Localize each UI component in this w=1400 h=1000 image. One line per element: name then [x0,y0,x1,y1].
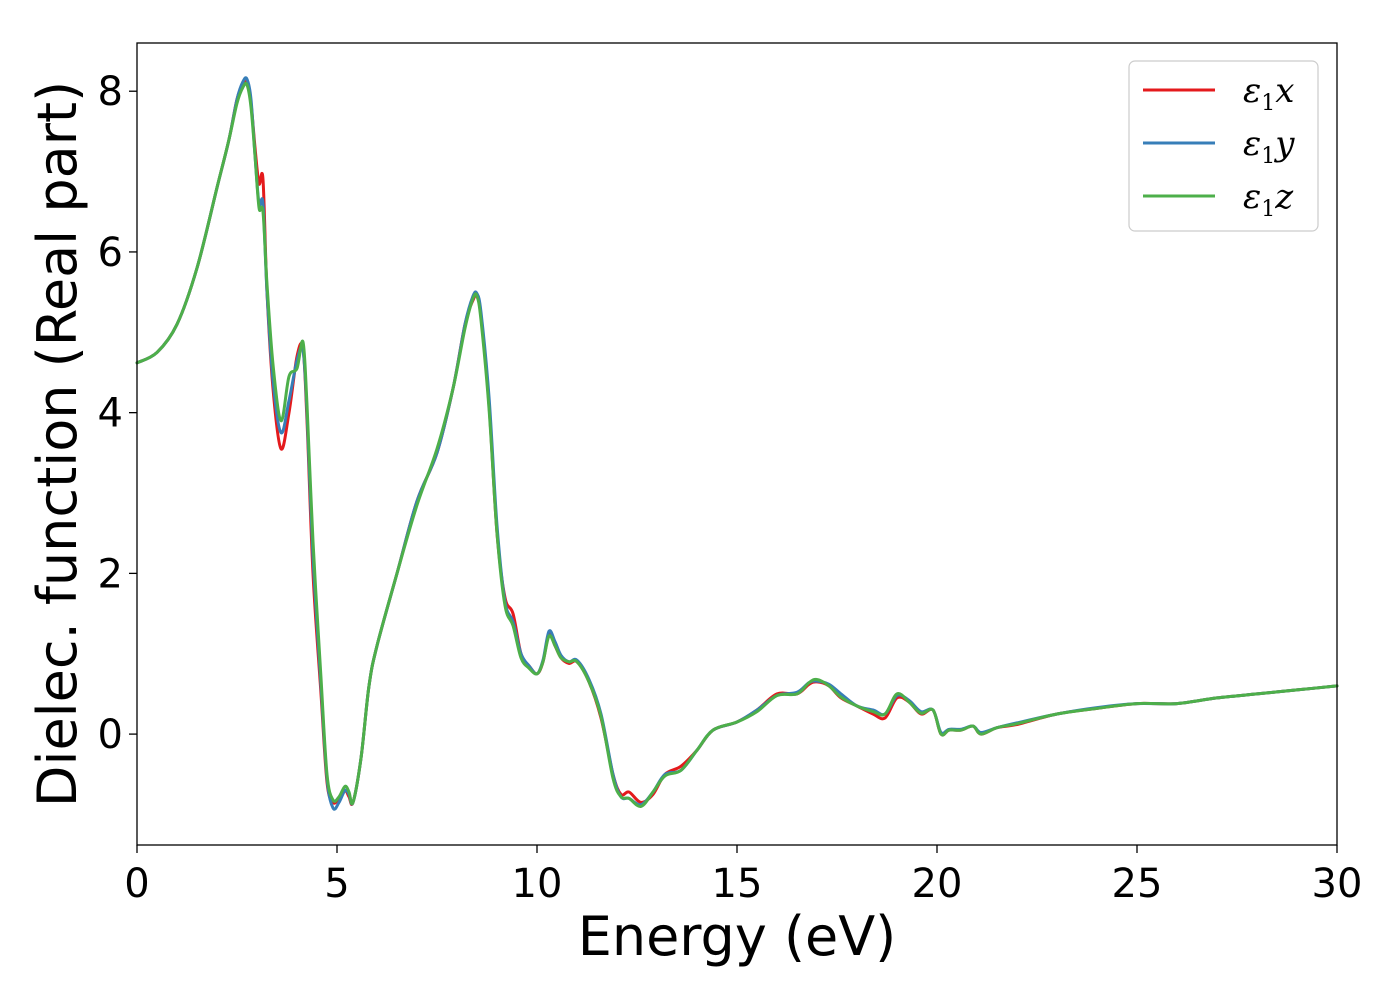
x-tick-label: 30 [1312,861,1363,907]
y-tick-label: 4 [98,391,123,437]
legend-subscript: 1 [1261,197,1275,222]
series-line-z [135,81,1339,808]
x-axis-title: Energy (eV) [578,905,897,968]
legend-label-x: ε1x [1243,71,1294,116]
x-tick-label: 20 [912,861,963,907]
legend-symbol: ε [1243,177,1261,217]
y-tick-label: 2 [98,551,123,597]
y-tick-label: 6 [98,230,123,276]
y-tick-label: 0 [98,712,123,758]
legend-component: y [1273,124,1295,164]
legend-label-z: ε1z [1243,177,1294,222]
legend-symbol: ε [1243,71,1261,111]
x-tick-label: 5 [324,861,349,907]
legend-component: x [1275,71,1294,111]
x-tick-label: 25 [1112,861,1163,907]
legend-component: z [1274,177,1294,217]
legend-subscript: 1 [1261,144,1275,169]
y-axis-title: Dielec. function (Real part) [26,81,89,807]
legend-label-y: ε1y [1243,124,1295,169]
y-axis: 0 2 4 6 8 [98,69,137,758]
x-tick-label: 15 [712,861,763,907]
legend-box [1128,60,1319,232]
y-tick-label: 8 [98,69,123,115]
x-tick-label: 10 [512,861,563,907]
legend-subscript: 1 [1261,91,1275,116]
series-layer [135,76,1339,811]
x-axis: 0 5 10 15 20 25 30 [124,845,1362,907]
legend-symbol: ε [1243,124,1261,164]
x-tick-label: 0 [124,861,149,907]
